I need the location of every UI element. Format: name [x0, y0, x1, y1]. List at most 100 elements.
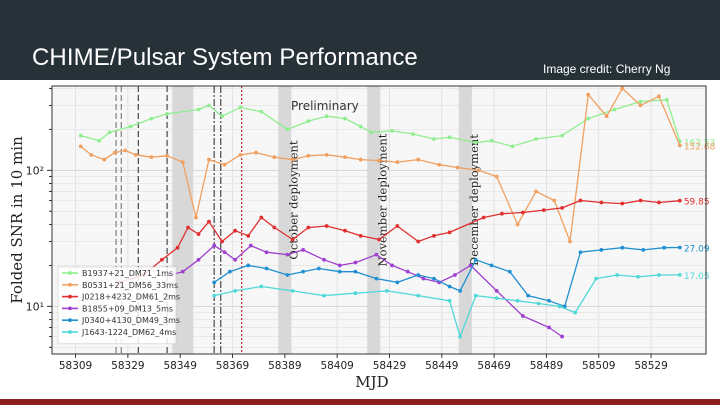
data-point: [638, 99, 643, 104]
legend-marker: [68, 282, 72, 287]
data-point: [520, 314, 525, 318]
deployment-bands: October deployment November deployment Dec…: [172, 86, 481, 354]
data-point: [552, 198, 557, 203]
data-point: [180, 160, 185, 164]
legend-entry: B0531+21_DM56_33ms: [82, 281, 178, 290]
data-point: [159, 257, 164, 262]
data-point: [599, 200, 604, 205]
data-point: [259, 215, 264, 220]
data-point: [416, 273, 421, 277]
slide-title: CHIME/Pulsar System Performance: [32, 44, 418, 71]
data-point: [620, 245, 625, 250]
data-point: [489, 138, 494, 143]
data-point: [534, 189, 538, 194]
data-point: [432, 137, 436, 141]
x-tick-label: 58329: [111, 360, 144, 372]
data-point: [664, 97, 669, 102]
data-point: [677, 245, 682, 250]
data-point: [112, 150, 117, 155]
data-point: [573, 310, 578, 315]
data-point: [384, 288, 389, 293]
data-point: [432, 233, 436, 238]
data-point: [599, 248, 604, 252]
x-tick-label: 58449: [425, 360, 458, 372]
data-point: [180, 269, 185, 274]
shaded-band: [172, 86, 194, 354]
legend-marker: [68, 330, 72, 334]
data-point: [468, 263, 473, 268]
data-point: [128, 124, 133, 129]
data-point: [541, 208, 546, 213]
data-point: [207, 157, 211, 162]
data-point: [316, 266, 321, 271]
data-point: [238, 105, 243, 110]
data-point: [620, 86, 625, 91]
y-axis-label: Folded SNR in 10 min: [8, 136, 26, 304]
data-point: [657, 273, 661, 277]
image-credit: Image credit: Cherry Ng: [543, 62, 671, 76]
data-point: [405, 269, 410, 274]
legend-marker: [68, 318, 72, 323]
x-tick-label: 58429: [373, 360, 406, 372]
data-point: [416, 293, 421, 298]
data-point: [97, 138, 101, 143]
data-point: [233, 257, 238, 262]
data-point: [494, 296, 499, 301]
watermark-preliminary: Preliminary: [291, 99, 359, 113]
end-value-label: 17.05: [684, 272, 710, 282]
data-point: [638, 103, 643, 108]
data-point: [677, 198, 682, 203]
data-point: [290, 237, 295, 242]
data-point: [657, 94, 661, 99]
data-point: [515, 298, 520, 303]
data-point: [534, 137, 538, 141]
data-point: [149, 155, 154, 160]
data-point: [133, 152, 138, 157]
data-point: [369, 130, 374, 135]
series-line: [169, 244, 563, 338]
data-point: [568, 239, 572, 244]
legend-entry: B1855+09_DM13_5ms: [82, 304, 173, 313]
vertical-markers: [115, 86, 243, 354]
data-point: [259, 284, 264, 289]
data-point: [89, 152, 94, 157]
axes-layer: 58309 58329 58349 58369 58389 58409 58429 58449…: [26, 85, 707, 372]
data-point: [437, 162, 442, 167]
data-point: [337, 269, 342, 274]
data-point: [246, 263, 251, 268]
data-point: [306, 119, 311, 124]
data-point: [222, 250, 227, 255]
x-tick-label: 58469: [477, 360, 510, 372]
data-point: [560, 133, 565, 138]
data-point: [500, 211, 504, 216]
data-point: [337, 263, 342, 268]
data-point: [165, 153, 170, 158]
data-point: [78, 133, 83, 138]
y-tick-label: 10²: [26, 164, 44, 177]
data-point: [578, 250, 583, 255]
data-point: [149, 116, 154, 121]
data-point: [233, 288, 238, 293]
data-point: [343, 228, 347, 233]
end-value-label: 27.09: [684, 245, 710, 255]
data-point: [473, 140, 478, 145]
data-point: [238, 152, 243, 157]
data-point: [212, 280, 217, 285]
data-point: [641, 248, 646, 252]
data-point: [78, 144, 83, 149]
data-point: [264, 250, 269, 255]
data-point: [515, 222, 520, 227]
data-point: [578, 198, 583, 203]
chart-panel: October deployment November deployment Dec…: [0, 80, 720, 400]
data-point: [285, 252, 290, 257]
data-point: [494, 174, 499, 179]
data-point: [322, 293, 326, 298]
x-tick-label: 58349: [163, 360, 196, 372]
data-point: [196, 257, 201, 262]
data-point: [343, 116, 347, 121]
data-point: [395, 280, 400, 285]
data-point: [254, 150, 258, 155]
end-value-label: 163.53: [684, 138, 716, 148]
data-point: [458, 334, 462, 339]
